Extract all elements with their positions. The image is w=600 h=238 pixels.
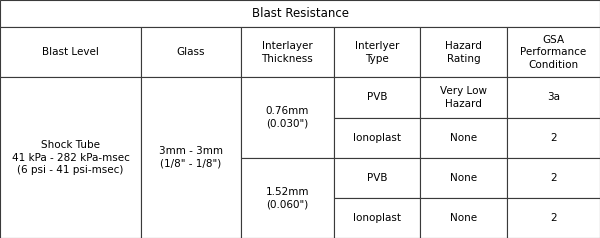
Bar (334, 158, 421, 198)
Bar (421, 118, 507, 158)
Text: Very Low
Hazard: Very Low Hazard (440, 86, 487, 109)
Bar (0, 27, 141, 77)
Bar (141, 77, 241, 238)
Bar (421, 158, 507, 198)
Bar (0, 0, 600, 27)
Bar (241, 77, 334, 158)
Bar (334, 77, 421, 118)
Bar (507, 198, 600, 238)
Text: 2: 2 (550, 213, 557, 223)
Bar (241, 158, 334, 238)
Bar (507, 158, 600, 198)
Bar (334, 198, 421, 238)
Text: 3mm - 3mm
(1/8" - 1/8"): 3mm - 3mm (1/8" - 1/8") (159, 146, 223, 169)
Text: Glass: Glass (176, 47, 205, 57)
Text: None: None (450, 213, 477, 223)
Text: PVB: PVB (367, 173, 387, 183)
Text: Interlyer
Type: Interlyer Type (355, 41, 399, 64)
Text: GSA
Performance
Condition: GSA Performance Condition (520, 35, 587, 70)
Text: Shock Tube
41 kPa - 282 kPa-msec
(6 psi - 41 psi-msec): Shock Tube 41 kPa - 282 kPa-msec (6 psi … (11, 140, 130, 175)
Text: 2: 2 (550, 133, 557, 143)
Text: Blast Level: Blast Level (42, 47, 99, 57)
Bar (507, 118, 600, 158)
Bar (421, 198, 507, 238)
Text: Interlayer
Thickness: Interlayer Thickness (261, 41, 313, 64)
Text: 0.76mm
(0.030"): 0.76mm (0.030") (265, 106, 309, 129)
Bar (141, 27, 241, 77)
Bar (421, 77, 507, 118)
Bar (507, 27, 600, 77)
Text: PVB: PVB (367, 92, 387, 102)
Text: 1.52mm
(0.060"): 1.52mm (0.060") (265, 187, 309, 209)
Text: Ionoplast: Ionoplast (353, 213, 401, 223)
Bar (421, 27, 507, 77)
Text: None: None (450, 133, 477, 143)
Bar (241, 27, 334, 77)
Bar (334, 27, 421, 77)
Text: Hazard
Rating: Hazard Rating (445, 41, 482, 64)
Text: Ionoplast: Ionoplast (353, 133, 401, 143)
Text: 2: 2 (550, 173, 557, 183)
Bar (334, 118, 421, 158)
Bar (507, 77, 600, 118)
Text: Blast Resistance: Blast Resistance (251, 7, 349, 20)
Text: None: None (450, 173, 477, 183)
Text: 3a: 3a (547, 92, 560, 102)
Bar (0, 77, 141, 238)
